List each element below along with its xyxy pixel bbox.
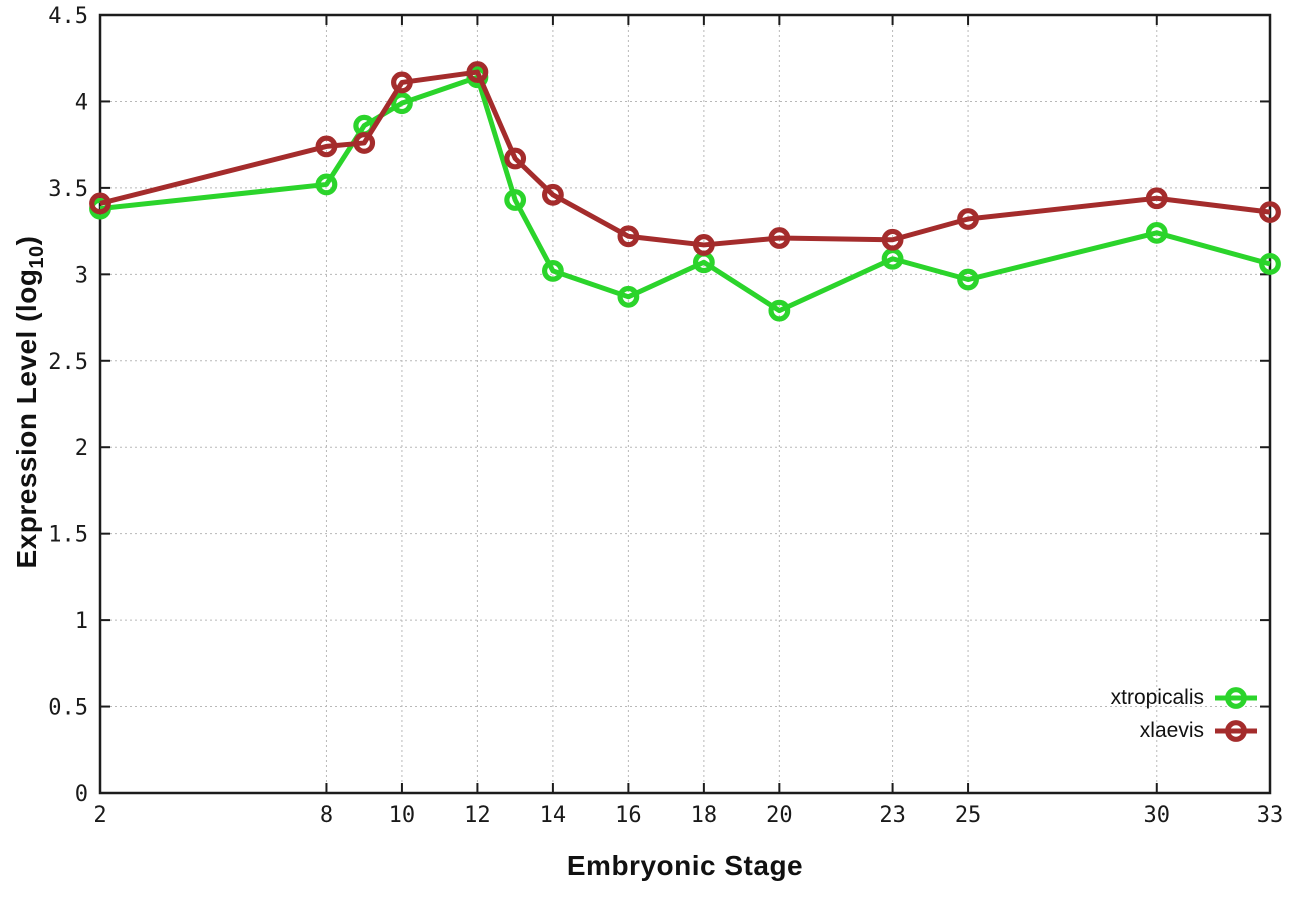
x-tick-label: 23 <box>879 803 906 828</box>
y-tick-label: 1.5 <box>48 523 88 548</box>
data-point-marker <box>1259 253 1281 275</box>
series-markers-xtropicalis <box>89 66 1281 322</box>
data-point-marker <box>1145 221 1168 244</box>
legend-marker-sample <box>1215 719 1257 742</box>
x-tick-label: 33 <box>1257 803 1284 828</box>
data-point-marker <box>353 132 376 154</box>
legend-item-xtropicalis: xtropicalis <box>1111 681 1258 714</box>
plot-border <box>98 13 1272 795</box>
data-point-marker <box>466 61 489 83</box>
x-tick-label: 30 <box>1144 803 1171 828</box>
legend-item-xlaevis: xlaevis <box>1140 714 1258 747</box>
data-point-marker <box>504 147 527 170</box>
series-markers-xlaevis <box>89 61 1281 256</box>
y-tick-label: 4.5 <box>48 4 88 29</box>
data-point-marker <box>89 192 111 215</box>
x-tick-label: 12 <box>464 803 491 828</box>
y-axis-title-text: Expression Level (log <box>11 268 43 569</box>
legend: xtropicalis xlaevis <box>1111 681 1258 747</box>
data-point-marker <box>1259 201 1281 223</box>
x-tick-label: 14 <box>540 803 567 828</box>
data-point-marker <box>957 268 979 291</box>
x-tick-label: 10 <box>389 803 416 828</box>
legend-marker-sample <box>1215 686 1257 709</box>
y-tick-label: 1 <box>75 609 88 634</box>
data-point-marker <box>768 299 791 322</box>
legend-label: xtropicalis <box>1110 685 1204 709</box>
y-tick-label: 3.5 <box>48 177 88 202</box>
data-point-marker <box>315 135 338 158</box>
data-point-marker <box>542 183 564 206</box>
y-axis-title-subscript: 10 <box>25 245 48 269</box>
series-line-xlaevis <box>99 69 1271 248</box>
y-tick-label: 2.5 <box>48 350 88 375</box>
legend-label: xlaevis <box>1139 718 1204 742</box>
data-point-marker <box>881 228 904 251</box>
x-tick-label: 18 <box>691 803 718 828</box>
x-tick-label: 25 <box>955 803 982 828</box>
data-point-marker <box>957 208 979 230</box>
data-point-marker <box>617 285 640 308</box>
data-point-marker <box>768 227 791 249</box>
y-tick-label: 0 <box>75 782 88 807</box>
y-axis-title: Expression Level (log10) <box>11 236 49 569</box>
y-tick-label: 3 <box>75 263 88 288</box>
data-point-marker <box>617 225 640 248</box>
y-axis-title-close: ) <box>11 235 43 246</box>
x-tick-label: 8 <box>320 803 333 828</box>
x-tick-label: 16 <box>615 803 642 828</box>
data-point-marker <box>1145 187 1168 210</box>
data-point-marker <box>315 173 338 196</box>
x-tick-label: 2 <box>93 803 106 828</box>
data-point-marker <box>542 259 564 282</box>
data-point-marker <box>391 71 413 94</box>
data-point-marker <box>391 92 413 115</box>
x-axis-title: Embryonic Stage <box>566 850 804 881</box>
data-point-marker <box>504 189 527 211</box>
x-tick-label: 20 <box>766 803 793 828</box>
y-tick-label: 0.5 <box>48 696 88 721</box>
y-tick-label: 2 <box>75 436 88 461</box>
data-point-marker <box>692 234 715 256</box>
series-line-xtropicalis <box>99 74 1271 314</box>
y-tick-label: 4 <box>75 90 88 115</box>
